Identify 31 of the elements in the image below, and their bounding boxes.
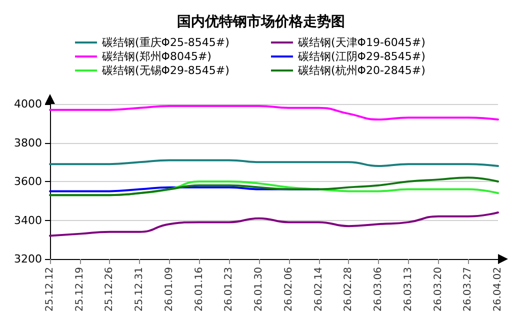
y-tick-label: 3800: [14, 136, 42, 150]
legend-label: 碳结钢(杭州Φ20-2845#): [297, 64, 426, 77]
x-tick-label: 26.02.14: [313, 267, 324, 312]
line-series: [49, 212, 499, 237]
x-tick-label: 26.02.06: [283, 267, 294, 312]
chart-title: 国内优特钢市场价格走势图: [177, 13, 345, 30]
x-tick-label: 26.04.02: [492, 267, 504, 312]
y-tick-label: 3600: [14, 175, 42, 188]
x-tick-label: 25.12.12: [44, 267, 56, 312]
x-tick-label: 26.03.20: [432, 267, 444, 312]
y-tick-label: 3200: [14, 252, 42, 266]
legend-label: 碳结钢(无锡Φ29-8545#): [101, 64, 230, 77]
x-tick-label: 26.01.16: [194, 267, 205, 312]
x-tick-label: 26.03.06: [373, 267, 384, 312]
x-tick-label: 26.01.30: [254, 267, 265, 312]
x-tick-label: 26.03.13: [402, 267, 414, 312]
x-tick-label: 26.01.09: [164, 267, 175, 312]
legend-label: 碳结钢(重庆Φ25-8545#): [101, 36, 230, 49]
y-tick-label: 3400: [14, 214, 42, 227]
x-tick-label: 26.03.27: [462, 267, 474, 312]
y-tick-label: 4000: [14, 98, 42, 110]
line-series: [49, 104, 499, 120]
legend-label: 碳结钢(郑州Φ8045#): [101, 50, 212, 63]
legend-label: 碳结钢(江阴Φ29-8545#): [297, 50, 426, 63]
line-series: [49, 176, 499, 196]
x-tick-label: 25.12.26: [104, 267, 116, 312]
x-tick-label: 25.12.31: [134, 267, 146, 312]
legend-label: 碳结钢(天津Φ19-6045#): [297, 36, 426, 49]
x-tick-label: 25.12.19: [74, 267, 86, 312]
x-tick-label: 26.01.23: [224, 267, 235, 312]
x-tick-label: 26.02.28: [343, 267, 354, 312]
